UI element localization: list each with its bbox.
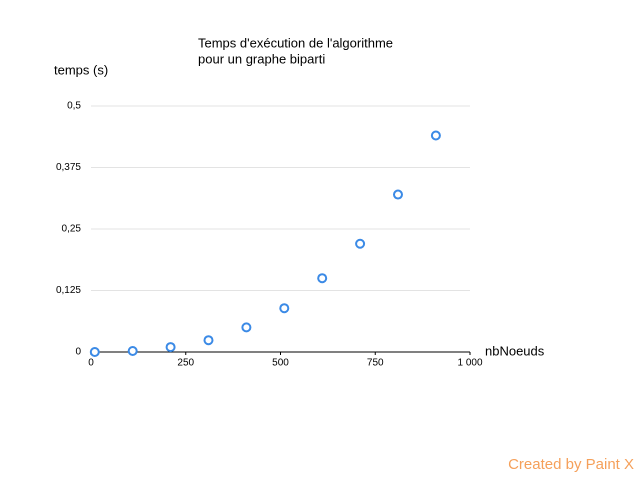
x-tick-label: 250 — [177, 358, 194, 369]
point — [241, 322, 252, 333]
point — [279, 303, 290, 314]
y-tick-label: 0,375 — [56, 162, 81, 173]
y-tick-label: 0,125 — [56, 285, 81, 296]
point — [89, 347, 100, 357]
chart-title: Temps d'exécution de l'algorithme — [198, 35, 393, 50]
y-tick-label: 0,5 — [67, 101, 81, 112]
point — [430, 130, 441, 141]
point — [127, 346, 138, 357]
chart-title: pour un graphe biparti — [198, 51, 325, 66]
x-tick-label: 0 — [88, 358, 94, 369]
watermark: Created by Paint X — [508, 456, 634, 473]
point — [165, 342, 176, 353]
point — [203, 335, 214, 346]
x-tick-label: 1 000 — [457, 358, 482, 369]
y-tick-label: 0 — [75, 347, 81, 358]
y-tick-label: 0,25 — [62, 224, 82, 235]
point — [317, 273, 328, 284]
x-axis-label: nbNoeuds — [485, 343, 545, 358]
point — [392, 189, 403, 200]
x-tick-label: 750 — [367, 358, 384, 369]
x-tick-label: 500 — [272, 358, 289, 369]
point — [355, 238, 366, 249]
y-axis-label: temps (s) — [54, 62, 108, 77]
